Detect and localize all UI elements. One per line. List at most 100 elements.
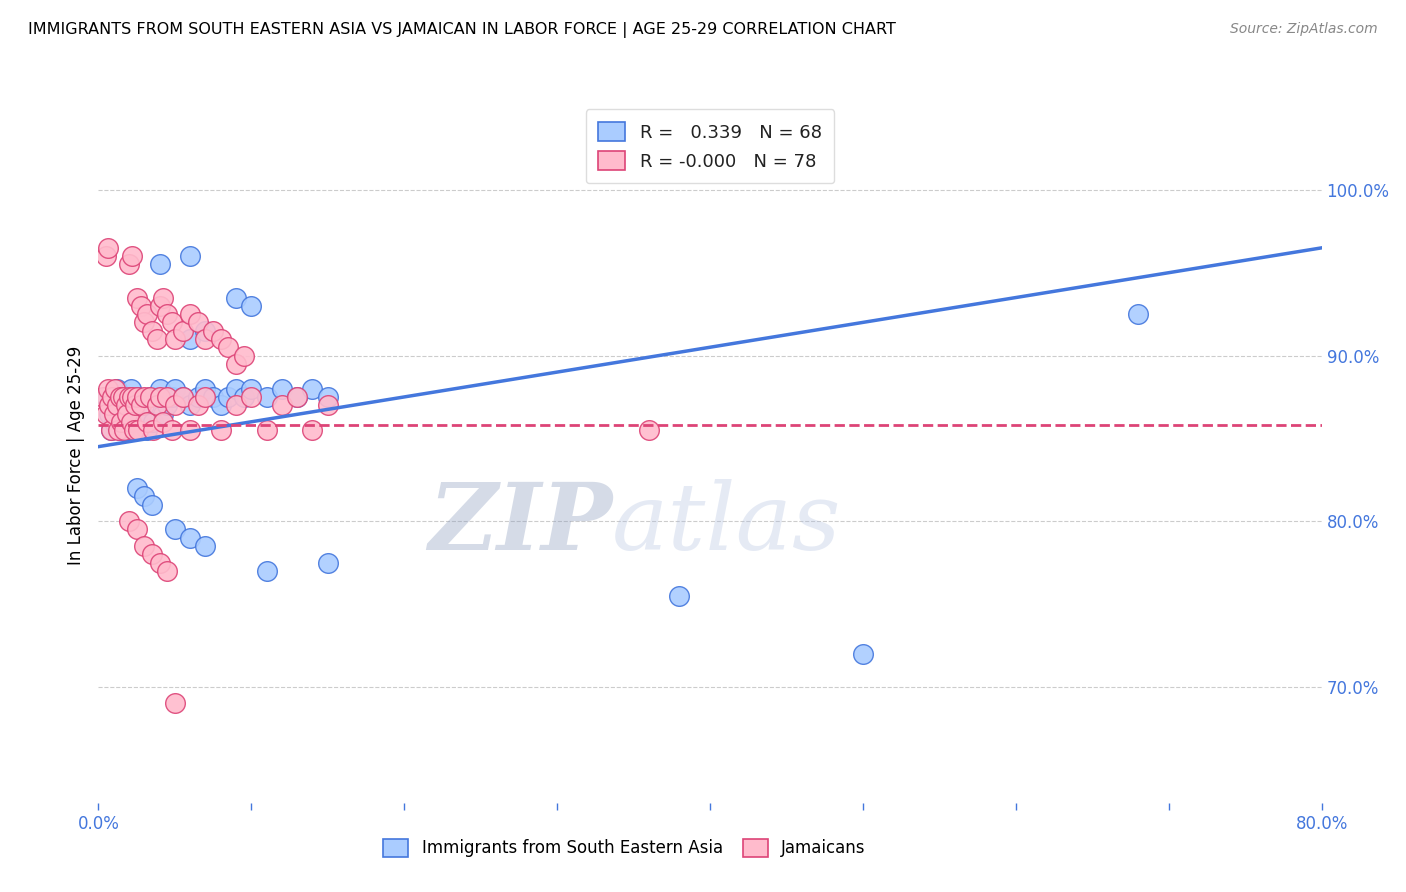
Point xyxy=(127,390,149,404)
Point xyxy=(121,407,143,421)
Point xyxy=(112,390,135,404)
Text: ZIP: ZIP xyxy=(427,480,612,569)
Point xyxy=(232,349,254,363)
Point xyxy=(134,398,156,412)
Point xyxy=(145,398,167,412)
Point xyxy=(240,382,263,396)
Point xyxy=(141,498,163,512)
Point xyxy=(118,514,141,528)
Point xyxy=(301,423,323,437)
Point xyxy=(129,299,152,313)
Point xyxy=(163,382,186,396)
Point xyxy=(285,390,308,404)
Point xyxy=(194,539,217,553)
Point xyxy=(285,390,308,404)
Point xyxy=(125,291,148,305)
Point xyxy=(209,332,232,346)
Point xyxy=(316,556,339,570)
Point xyxy=(122,423,145,437)
Point xyxy=(163,398,186,412)
Point xyxy=(108,423,131,437)
Point xyxy=(240,390,263,404)
Point xyxy=(172,390,194,404)
Point xyxy=(125,415,148,429)
Point xyxy=(134,539,156,553)
Point xyxy=(103,415,125,429)
Point xyxy=(637,423,661,437)
Point xyxy=(100,423,122,437)
Point xyxy=(103,407,125,421)
Point xyxy=(301,382,323,396)
Point xyxy=(194,324,217,338)
Point xyxy=(127,423,149,437)
Point xyxy=(256,423,278,437)
Text: IMMIGRANTS FROM SOUTH EASTERN ASIA VS JAMAICAN IN LABOR FORCE | AGE 25-29 CORREL: IMMIGRANTS FROM SOUTH EASTERN ASIA VS JA… xyxy=(28,22,896,38)
Point xyxy=(141,547,163,561)
Point xyxy=(105,398,128,412)
Point xyxy=(98,398,121,412)
Point xyxy=(142,423,165,437)
Point xyxy=(98,407,121,421)
Point xyxy=(316,390,339,404)
Point xyxy=(163,332,186,346)
Point xyxy=(209,423,232,437)
Point xyxy=(225,291,247,305)
Point xyxy=(97,241,120,255)
Point xyxy=(187,390,209,404)
Point xyxy=(149,390,172,404)
Point xyxy=(107,407,129,421)
Point xyxy=(156,307,179,321)
Point xyxy=(129,407,152,421)
Point xyxy=(217,340,239,354)
Point xyxy=(139,390,162,404)
Point xyxy=(101,398,124,412)
Point xyxy=(256,390,278,404)
Point xyxy=(134,315,156,329)
Point xyxy=(179,531,201,545)
Point xyxy=(152,415,174,429)
Point xyxy=(194,332,217,346)
Point xyxy=(121,249,143,263)
Y-axis label: In Labor Force | Age 25-29: In Labor Force | Age 25-29 xyxy=(67,345,86,565)
Point xyxy=(156,564,179,578)
Point xyxy=(179,398,201,412)
Point xyxy=(316,398,339,412)
Point xyxy=(156,398,179,412)
Point xyxy=(232,390,254,404)
Point xyxy=(125,523,148,537)
Point xyxy=(152,291,174,305)
Text: atlas: atlas xyxy=(612,480,842,569)
Point xyxy=(179,249,201,263)
Point xyxy=(160,423,183,437)
Point xyxy=(141,324,163,338)
Point xyxy=(136,307,159,321)
Point xyxy=(118,390,141,404)
Point xyxy=(124,398,146,412)
Point xyxy=(120,415,142,429)
Point xyxy=(852,647,875,661)
Point xyxy=(149,257,172,271)
Point xyxy=(115,423,138,437)
Point xyxy=(134,489,156,503)
Point xyxy=(270,398,292,412)
Point xyxy=(129,398,152,412)
Point xyxy=(97,382,120,396)
Point xyxy=(163,523,186,537)
Point xyxy=(240,299,263,313)
Point xyxy=(145,390,167,404)
Point xyxy=(152,407,174,421)
Point xyxy=(270,382,292,396)
Point xyxy=(111,415,134,429)
Point xyxy=(163,697,186,711)
Point xyxy=(256,564,278,578)
Point xyxy=(187,398,209,412)
Point xyxy=(156,390,179,404)
Point xyxy=(172,324,194,338)
Point xyxy=(194,382,217,396)
Point xyxy=(108,390,131,404)
Point xyxy=(134,390,156,404)
Point xyxy=(149,299,172,313)
Point xyxy=(120,382,142,396)
Point xyxy=(194,390,217,404)
Point xyxy=(668,589,690,603)
